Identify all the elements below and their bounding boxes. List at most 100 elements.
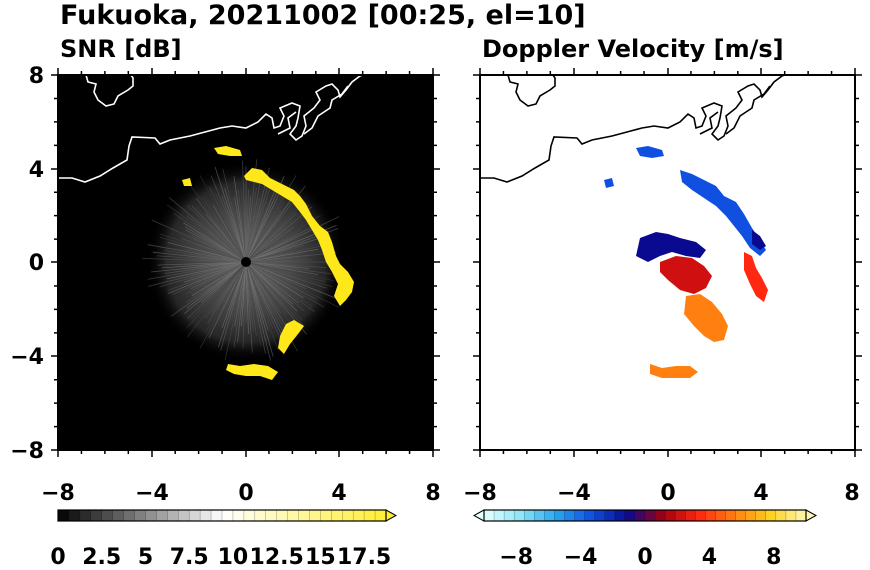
doppler-xtick-label: −8 [463, 481, 497, 506]
colorbar-swatch [287, 510, 299, 521]
colorbar-tick-label: 5 [138, 545, 153, 570]
snr-clutter-streak [186, 180, 247, 263]
snr-echo-arc-southeast [278, 320, 304, 354]
snr-clutter-streak [214, 166, 247, 263]
colorbar-tick-label: 0 [637, 545, 652, 570]
snr-clutter-streak [245, 261, 316, 300]
colorbar-swatch [145, 510, 157, 521]
colorbar-swatch [156, 510, 168, 521]
colorbar-swatch [705, 510, 716, 521]
snr-clutter-streak [245, 181, 270, 263]
snr-clutter-streak [245, 261, 274, 357]
colorbar-swatch [675, 510, 686, 521]
colorbar-swatch [342, 510, 354, 521]
snr-clutter-streak [152, 251, 247, 263]
colorbar-tick-label: −4 [564, 545, 598, 570]
colorbar-swatch [353, 510, 365, 521]
doppler-echo-blue-arc [680, 170, 766, 256]
snr-clutter-streak [245, 189, 282, 263]
snr-clutter-streak [245, 261, 333, 288]
snr-clutter-streak [184, 261, 247, 314]
snr-clutter-streak [207, 261, 247, 324]
colorbar-extend-min [472, 509, 485, 522]
colorbar-tick-label: 12.5 [250, 545, 304, 570]
colorbar-tick-label: 15 [305, 545, 336, 570]
colorbar-swatch [775, 510, 787, 521]
colorbar-swatch [189, 510, 201, 521]
snr-clutter-streak [224, 261, 247, 361]
snr-clutter-streak [245, 249, 333, 263]
snr-clutter-streak [245, 261, 305, 312]
doppler-echo-navy-patch [752, 230, 766, 250]
snr-clutter-streak [245, 202, 304, 263]
colorbar-swatch [514, 510, 525, 521]
colorbar-swatch [765, 510, 777, 521]
snr-xtick-label: 4 [331, 481, 346, 506]
snr-clutter-streak [245, 211, 311, 263]
snr-panel-title: SNR [dB] [60, 35, 182, 63]
snr-xtick-label: −8 [41, 481, 75, 506]
snr-echo-arc-south [226, 364, 278, 380]
snr-clutter-streak [245, 261, 266, 354]
snr-clutter-streak [245, 191, 284, 263]
snr-clutter-streak [245, 240, 332, 263]
colorbar-tick-label: 17.5 [337, 545, 391, 570]
snr-clutter-streak [148, 261, 247, 287]
snr-clutter-streak [245, 261, 298, 312]
snr-clutter-streak [240, 187, 247, 263]
colorbar-swatch [134, 510, 146, 521]
doppler-echo-orange-plume [684, 294, 728, 342]
doppler-echoes [604, 146, 768, 378]
colorbar-tick-label: 7.5 [170, 545, 209, 570]
colorbar-swatch [222, 510, 234, 521]
snr-clutter-streak [245, 235, 328, 263]
colorbar-swatch [58, 510, 70, 521]
snr-clutter-streak [245, 261, 303, 321]
doppler-panel-title: Doppler Velocity [m/s] [482, 35, 784, 63]
snr-coastline [58, 75, 365, 183]
snr-clutter-streak [208, 261, 247, 338]
snr-clutter-streak [245, 216, 339, 263]
snr-clutter-streak [245, 190, 276, 263]
doppler-xtick-label: 8 [844, 481, 859, 506]
snr-coastline-inner [277, 85, 349, 135]
colorbar-swatch [298, 510, 310, 521]
snr-clutter-streak [204, 261, 247, 334]
snr-clutter-streak [191, 261, 247, 319]
snr-clutter-streak [245, 261, 280, 336]
snr-echo-band [182, 146, 354, 380]
colorbar-swatch [594, 510, 606, 521]
snr-major-ticks [51, 68, 440, 457]
snr-minor-ticks [54, 71, 437, 454]
colorbar-swatch [785, 510, 797, 521]
snr-clutter-streak [187, 261, 247, 319]
doppler-axis-ticks [473, 68, 862, 457]
snr-clutter-streak [245, 261, 305, 328]
snr-clutter-streak [245, 261, 328, 289]
colorbar-swatch [665, 510, 676, 521]
snr-clutter-streak [238, 189, 247, 263]
doppler-coastline-inner [699, 85, 771, 135]
snr-clutter-streak [245, 204, 310, 263]
colorbar-swatch [178, 510, 190, 521]
snr-ytick-label: −8 [10, 439, 44, 464]
snr-clutter-streak [245, 261, 253, 353]
snr-clutter-streak [186, 215, 247, 263]
snr-clutter-streak [245, 178, 274, 263]
snr-echo-arc-main [244, 168, 354, 306]
snr-clutter-streak [245, 206, 313, 263]
snr-clutter-streak [151, 219, 247, 263]
colorbar-frame [57, 509, 387, 522]
colorbar-swatch [725, 510, 736, 521]
doppler-xtick-label: 4 [753, 481, 768, 506]
snr-clutter-streak [245, 261, 315, 313]
snr-ytick-label: 8 [29, 64, 44, 89]
snr-clutter-streak [245, 224, 317, 263]
doppler-echo-speck-west [604, 178, 614, 188]
colorbar-tick-label: −8 [499, 545, 533, 570]
snr-clutter-streak [173, 213, 247, 263]
doppler-echo-south-orange [650, 364, 698, 378]
colorbar-swatch [554, 510, 565, 521]
snr-clutter-streak [245, 261, 274, 329]
